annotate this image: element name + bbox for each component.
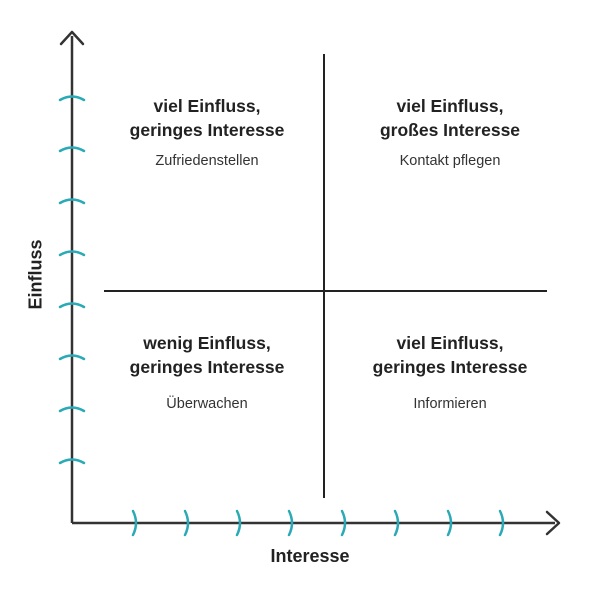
x-axis-tick-7 [446, 509, 453, 537]
y-axis-label: Einfluss [25, 239, 46, 310]
quadrant-bottom-left-action: Überwachen [166, 396, 248, 412]
quadrant-top-left-action: Zufriedenstellen [155, 153, 259, 169]
x-axis-ticks [131, 509, 505, 537]
y-axis-ticks [58, 95, 86, 465]
x-axis-tick-2 [183, 509, 190, 537]
x-axis-tick-8 [498, 509, 505, 537]
y-axis-tick-3 [58, 198, 86, 205]
quadrant-top-right-action: Kontakt pflegen [399, 153, 501, 169]
quadrant-top-left-title: viel Einfluss, geringes Interesse [129, 96, 285, 140]
y-axis-arrowhead [59, 30, 85, 46]
y-axis-tick-4 [58, 250, 86, 257]
x-axis-tick-3 [235, 509, 242, 537]
y-axis-tick-7 [58, 406, 86, 413]
quadrant-top-right-title: viel Einfluss, großes Interesse [379, 96, 521, 140]
x-axis-tick-5 [340, 509, 347, 537]
x-axis-label: Interesse [270, 546, 350, 566]
y-axis-tick-1 [58, 95, 86, 102]
quadrant-bottom-right-action: Informieren [413, 396, 487, 412]
y-axis-tick-2 [58, 146, 86, 153]
x-axis-arrowhead [545, 510, 561, 536]
quadrant-bottom-left-title: wenig Einfluss, geringes Interesse [129, 333, 285, 377]
x-axis-tick-4 [287, 509, 294, 537]
y-axis-tick-8 [58, 458, 86, 465]
y-axis-tick-5 [58, 302, 86, 309]
quadrant-bottom-right-title: viel Einfluss, geringes Interesse [372, 333, 528, 377]
x-axis-tick-6 [393, 509, 400, 537]
y-axis-tick-6 [58, 354, 86, 361]
x-axis-tick-1 [131, 509, 138, 537]
